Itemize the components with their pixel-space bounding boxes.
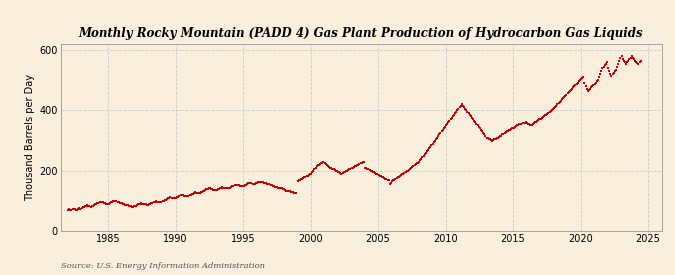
Title: Monthly Rocky Mountain (PADD 4) Gas Plant Production of Hydrocarbon Gas Liquids: Monthly Rocky Mountain (PADD 4) Gas Plan…	[79, 27, 643, 40]
Y-axis label: Thousand Barrels per Day: Thousand Barrels per Day	[25, 74, 35, 201]
Text: Source: U.S. Energy Information Administration: Source: U.S. Energy Information Administ…	[61, 262, 265, 270]
